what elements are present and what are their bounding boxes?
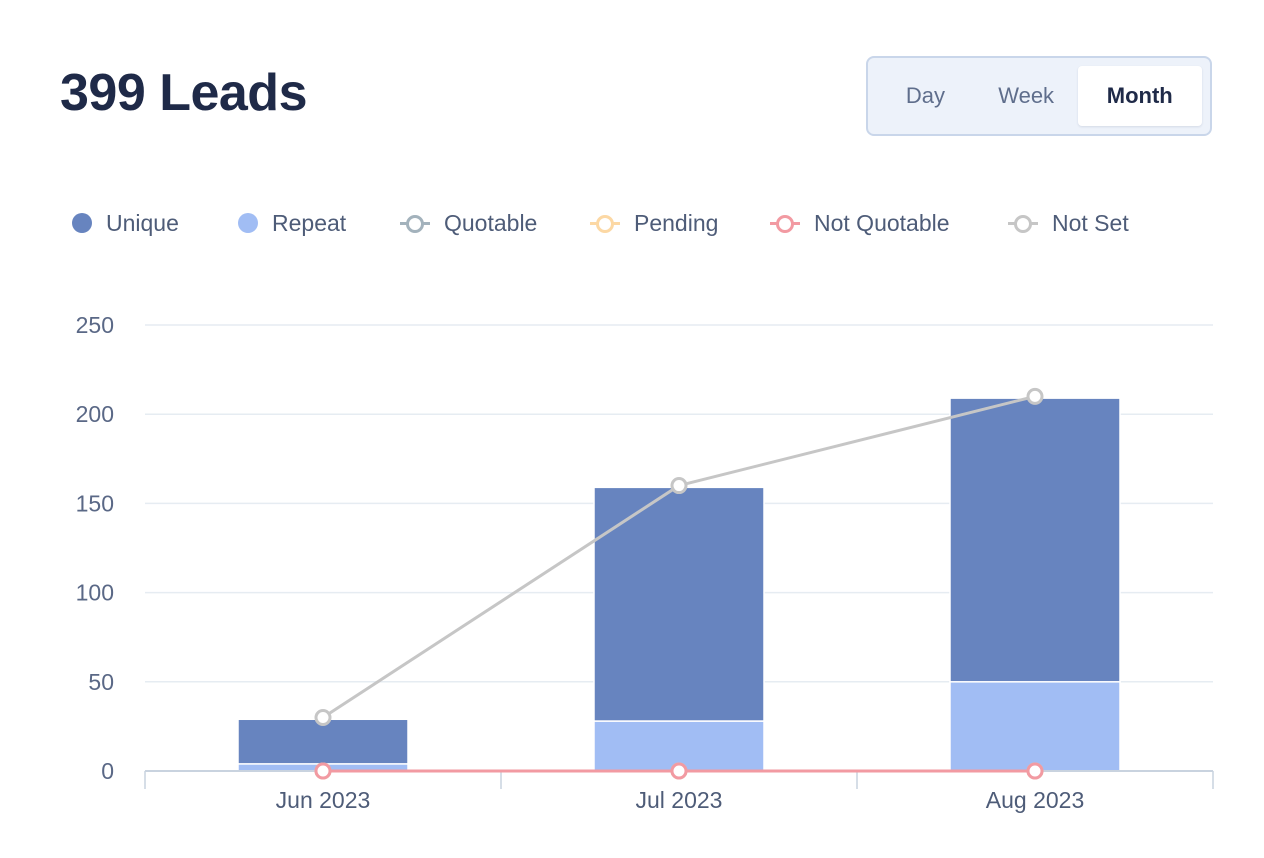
range-toggle: Day Week Month xyxy=(866,56,1212,136)
point-not-quotable xyxy=(670,762,688,780)
legend-item-not-quotable[interactable]: Not Quotable xyxy=(770,210,1008,237)
x-tick-label: Aug 2023 xyxy=(986,787,1084,813)
y-tick-label: 100 xyxy=(76,580,114,606)
bar-unique xyxy=(593,486,765,722)
legend-item-repeat[interactable]: Repeat xyxy=(238,210,400,237)
chart-legend: Unique Repeat Quotable Pending Not Quota… xyxy=(72,205,1129,241)
legend-label: Repeat xyxy=(272,209,347,236)
repeat-dot-icon xyxy=(238,213,258,233)
range-month-button[interactable]: Month xyxy=(1077,66,1202,126)
bar-unique xyxy=(949,397,1121,683)
page-title: 399 Leads xyxy=(60,64,308,122)
bar-repeat xyxy=(949,681,1121,772)
point-not-quotable xyxy=(1026,762,1044,780)
range-week-button[interactable]: Week xyxy=(998,83,1055,108)
range-day-button[interactable]: Day xyxy=(905,83,945,108)
pending-line-icon xyxy=(590,213,620,233)
x-tick-label: Jun 2023 xyxy=(276,787,371,813)
legend-label: Pending xyxy=(634,209,719,236)
legend-label: Not Quotable xyxy=(814,209,950,236)
legend-label: Quotable xyxy=(444,209,538,236)
point-not-set xyxy=(314,708,332,726)
unique-dot-icon xyxy=(72,213,92,233)
legend-item-quotable[interactable]: Quotable xyxy=(400,210,590,237)
x-tick-label: Jul 2023 xyxy=(636,787,723,813)
legend-item-pending[interactable]: Pending xyxy=(590,210,770,237)
y-tick-label: 200 xyxy=(76,401,114,427)
legend-label: Not Set xyxy=(1052,209,1129,236)
y-tick-label: 150 xyxy=(76,490,114,516)
legend-item-unique[interactable]: Unique xyxy=(72,210,238,237)
y-tick-label: 50 xyxy=(88,669,114,695)
point-not-quotable xyxy=(314,762,332,780)
point-not-set xyxy=(1026,387,1044,405)
legend-label: Unique xyxy=(106,209,179,236)
not-set-line-icon xyxy=(1008,213,1038,233)
legend-item-not-set[interactable]: Not Set xyxy=(1008,210,1129,237)
y-tick-label: 0 xyxy=(101,758,114,784)
y-tick-label: 250 xyxy=(76,312,114,338)
not-quotable-line-icon xyxy=(770,213,800,233)
point-not-set xyxy=(670,477,688,495)
quotable-line-icon xyxy=(400,213,430,233)
